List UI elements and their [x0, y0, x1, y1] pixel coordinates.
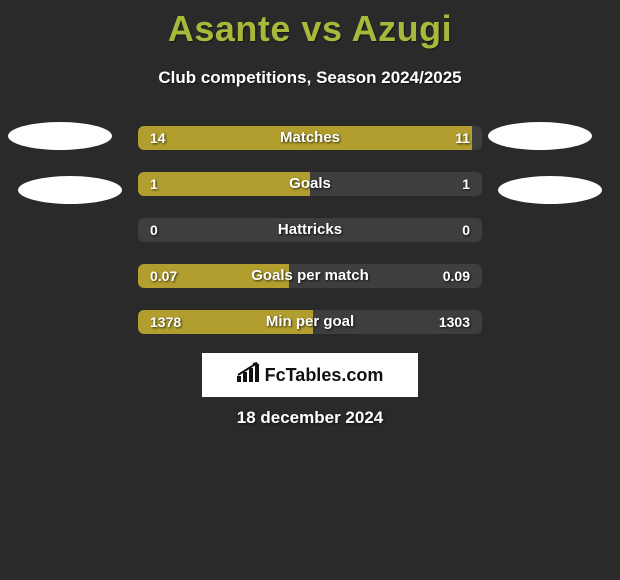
player-ellipse-right-0 [488, 122, 592, 150]
stat-row-hattricks: 0 Hattricks 0 [0, 218, 620, 242]
stat-label: Min per goal [0, 310, 620, 334]
page-title: Asante vs Azugi [0, 0, 620, 50]
stat-value-right: 1303 [439, 310, 470, 334]
stat-value-right: 11 [455, 126, 470, 150]
stat-value-right: 0 [462, 218, 470, 242]
stat-rows: 14 Matches 11 1 Goals 1 0 Hattricks 0 [0, 126, 620, 334]
stat-value-right: 0.09 [443, 264, 470, 288]
date-label: 18 december 2024 [0, 408, 620, 428]
stat-value-right: 1 [462, 172, 470, 196]
comparison-infographic: Asante vs Azugi Club competitions, Seaso… [0, 0, 620, 580]
stat-label: Goals per match [0, 264, 620, 288]
stat-row-gpm: 0.07 Goals per match 0.09 [0, 264, 620, 288]
page-subtitle: Club competitions, Season 2024/2025 [0, 68, 620, 88]
player-ellipse-left-0 [8, 122, 112, 150]
stat-row-mpg: 1378 Min per goal 1303 [0, 310, 620, 334]
player-ellipse-left-1 [18, 176, 122, 204]
signal-bars-icon [237, 362, 261, 388]
stat-label: Hattricks [0, 218, 620, 242]
player-ellipse-right-1 [498, 176, 602, 204]
brand-text: FcTables.com [265, 365, 384, 386]
brand-badge: FcTables.com [202, 353, 418, 397]
